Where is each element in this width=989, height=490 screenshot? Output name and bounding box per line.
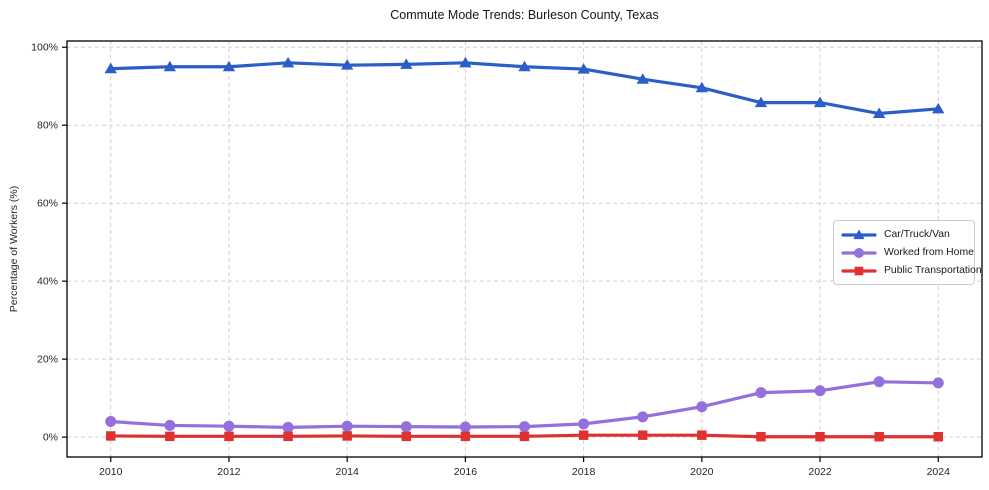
data-point-marker	[400, 58, 413, 69]
legend-item-worked-from-home: Worked from Home	[841, 245, 974, 260]
plot-border	[66, 40, 983, 458]
data-point-marker	[696, 401, 708, 413]
data-point-marker	[460, 431, 471, 442]
data-point-marker	[519, 421, 530, 433]
legend-item-car-truck-van: Car/Truck/Van	[841, 227, 966, 242]
series-worked-from-home	[105, 376, 944, 433]
x-tick-label: 2010	[99, 466, 123, 478]
y-tick-label: 100%	[31, 42, 58, 54]
data-point-marker	[854, 266, 864, 275]
legend-label: Worked from Home	[884, 247, 974, 258]
axis-ticks	[62, 46, 939, 462]
chart-title: Commute Mode Trends: Burleson County, Te…	[390, 8, 659, 22]
y-tick-label: 20%	[37, 354, 58, 366]
data-point-marker	[754, 96, 768, 108]
data-point-marker	[104, 62, 117, 74]
data-point-marker	[105, 416, 117, 428]
data-point-marker	[756, 431, 766, 442]
data-point-marker	[164, 419, 176, 431]
x-tick-label: 2024	[927, 466, 951, 478]
data-point-marker	[223, 420, 235, 432]
series-car-truck-van	[104, 56, 945, 119]
data-point-marker	[932, 102, 945, 114]
data-point-marker	[874, 431, 884, 442]
line-circle-marker-icon	[841, 247, 877, 258]
data-point-marker	[459, 421, 471, 433]
data-point-marker	[283, 431, 293, 442]
data-point-marker	[755, 387, 767, 399]
data-point-marker	[636, 73, 649, 84]
x-tick-label: 2016	[454, 466, 478, 478]
x-tick-label: 2020	[690, 466, 714, 478]
legend: Car/Truck/Van Worked from Home Public Tr…	[833, 220, 982, 285]
x-tick-label: 2012	[217, 466, 241, 478]
data-point-marker	[518, 60, 531, 72]
data-point-marker	[932, 377, 944, 389]
legend-label: Car/Truck/Van	[884, 229, 950, 240]
data-point-marker	[282, 421, 294, 433]
data-point-marker	[695, 81, 708, 93]
y-tick-label: 80%	[37, 120, 58, 132]
data-point-marker	[224, 431, 234, 442]
data-point-marker	[813, 96, 827, 108]
data-point-marker	[578, 430, 589, 440]
series-public-transportation	[106, 430, 943, 442]
data-point-marker	[578, 418, 590, 430]
data-point-marker	[459, 56, 472, 68]
data-point-marker	[341, 59, 354, 70]
data-point-marker	[222, 60, 236, 72]
tick-labels: 2010 2012 2014 2016 2018 2020 2022 2024 0% 20% 40%…	[31, 42, 950, 478]
legend-item-public-transportation: Public Transportation	[841, 263, 982, 278]
series-line	[109, 380, 940, 429]
data-point-marker	[815, 431, 825, 442]
x-tick-label: 2022	[808, 466, 832, 478]
data-point-marker	[854, 247, 864, 258]
data-point-marker	[400, 421, 412, 433]
y-tick-label: 0%	[43, 432, 58, 444]
data-point-marker	[872, 107, 886, 119]
y-tick-label: 60%	[37, 198, 58, 210]
data-point-marker	[519, 431, 530, 442]
data-point-marker	[853, 229, 865, 239]
data-point-marker	[637, 411, 649, 423]
data-point-marker	[873, 376, 885, 388]
data-point-marker	[106, 431, 116, 441]
line-triangle-marker-icon	[841, 229, 877, 239]
data-point-marker	[814, 385, 826, 397]
data-point-marker	[163, 60, 177, 72]
x-tick-label: 2014	[335, 466, 359, 478]
data-point-marker	[342, 431, 352, 441]
data-point-marker	[637, 430, 648, 440]
data-point-marker	[341, 420, 353, 432]
data-point-marker	[401, 431, 412, 442]
legend-label: Public Transportation	[884, 265, 982, 276]
data-point-marker	[933, 431, 943, 442]
line-square-marker-icon	[841, 266, 877, 275]
data-point-marker	[281, 56, 295, 68]
x-tick-label: 2018	[572, 466, 596, 478]
data-point-marker	[165, 431, 175, 442]
y-tick-label: 40%	[37, 276, 58, 288]
data-point-marker	[697, 430, 707, 440]
data-point-marker	[577, 63, 590, 74]
